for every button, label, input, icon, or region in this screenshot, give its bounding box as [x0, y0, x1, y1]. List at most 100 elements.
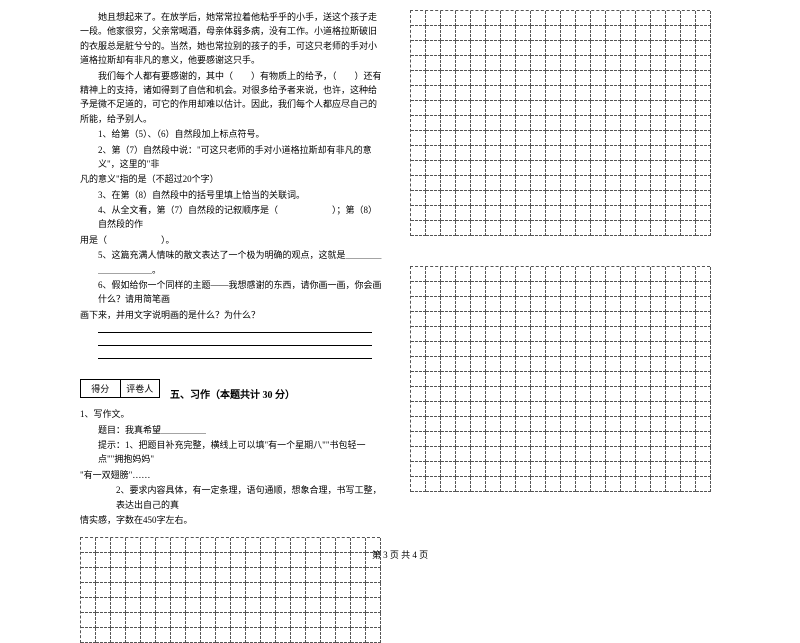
- grid-cell: [411, 447, 426, 462]
- grid-cell: [486, 267, 501, 282]
- grid-cell: [531, 146, 546, 161]
- grid-cell: [471, 146, 486, 161]
- grid-cell: [606, 477, 621, 492]
- grid-cell: [426, 342, 441, 357]
- grid-cell: [546, 86, 561, 101]
- grid-cell: [531, 191, 546, 206]
- grid-cell: [141, 613, 156, 628]
- grid-cell: [486, 206, 501, 221]
- grid-cell: [546, 41, 561, 56]
- grid-cell: [441, 146, 456, 161]
- grid-cell: [606, 312, 621, 327]
- grid-cell: [336, 628, 351, 643]
- grid-cell: [561, 146, 576, 161]
- grid-cell: [501, 432, 516, 447]
- grid-cell: [621, 267, 636, 282]
- grid-cell: [471, 372, 486, 387]
- grid-cell: [411, 86, 426, 101]
- grid-cell: [696, 11, 711, 26]
- grid-cell: [561, 417, 576, 432]
- grid-cell: [531, 221, 546, 236]
- grid-cell: [651, 372, 666, 387]
- grid-cell: [576, 206, 591, 221]
- grid-cell: [501, 387, 516, 402]
- grid-cell: [561, 387, 576, 402]
- grid-cell: [636, 267, 651, 282]
- grid-cell: [636, 86, 651, 101]
- grid-cell: [471, 221, 486, 236]
- grid-cell: [576, 131, 591, 146]
- grid-cell: [681, 56, 696, 71]
- grid-cell: [651, 146, 666, 161]
- grid-cell: [561, 282, 576, 297]
- grid-cell: [426, 327, 441, 342]
- grid-cell: [531, 161, 546, 176]
- grid-cell: [156, 568, 171, 583]
- grid-cell: [441, 357, 456, 372]
- grid-cell: [696, 387, 711, 402]
- grid-cell: [171, 613, 186, 628]
- grid-cell: [441, 342, 456, 357]
- grid-cell: [111, 598, 126, 613]
- grid-cell: [441, 327, 456, 342]
- grid-cell: [456, 357, 471, 372]
- question-6b: 画下来，并用文字说明画的是什么？为什么？: [80, 308, 382, 322]
- grid-cell: [591, 462, 606, 477]
- grid-cell: [426, 86, 441, 101]
- grid-cell: [501, 176, 516, 191]
- grid-cell: [576, 447, 591, 462]
- grid-cell: [141, 568, 156, 583]
- grid-cell: [696, 402, 711, 417]
- writing-item1: 1、写作文。: [80, 407, 382, 421]
- grid-cell: [426, 101, 441, 116]
- grid-cell: [546, 417, 561, 432]
- grid-cell: [696, 282, 711, 297]
- grid-cell: [636, 477, 651, 492]
- grid-cell: [516, 86, 531, 101]
- grid-cell: [456, 387, 471, 402]
- grid-cell: [621, 432, 636, 447]
- grid-cell: [186, 598, 201, 613]
- grid-cell: [531, 462, 546, 477]
- passage-p2: 我们每个人都有要感谢的，其中（ ）有物质上的给予，（ ）还有精神上的支持，诸如得…: [80, 69, 382, 127]
- grid-cell: [516, 447, 531, 462]
- question-3: 3、在第（8）自然段中的括号里填上恰当的关联词。: [98, 188, 382, 202]
- grid-cell: [441, 101, 456, 116]
- grid-cell: [636, 71, 651, 86]
- grid-cell: [561, 327, 576, 342]
- grid-cell: [96, 613, 111, 628]
- score-box: 得分 评卷人: [80, 379, 160, 398]
- grid-cell: [666, 282, 681, 297]
- grid-cell: [306, 628, 321, 643]
- grid-cell: [531, 176, 546, 191]
- grid-cell: [576, 327, 591, 342]
- grid-cell: [441, 402, 456, 417]
- grid-cell: [456, 432, 471, 447]
- grid-cell: [96, 583, 111, 598]
- grid-cell: [621, 131, 636, 146]
- grid-cell: [231, 613, 246, 628]
- grid-cell: [681, 26, 696, 41]
- grid-cell: [681, 161, 696, 176]
- grid-cell: [696, 477, 711, 492]
- grid-cell: [501, 191, 516, 206]
- grid-cell: [681, 282, 696, 297]
- grid-cell: [591, 56, 606, 71]
- grid-cell: [576, 282, 591, 297]
- grid-cell: [426, 56, 441, 71]
- grid-cell: [456, 402, 471, 417]
- grid-cell: [696, 327, 711, 342]
- grid-cell: [696, 146, 711, 161]
- grid-cell: [606, 56, 621, 71]
- grid-cell: [516, 327, 531, 342]
- grid-cell: [681, 116, 696, 131]
- grid-cell: [561, 357, 576, 372]
- grid-cell: [636, 372, 651, 387]
- grid-cell: [561, 221, 576, 236]
- grid-cell: [306, 613, 321, 628]
- grid-cell: [576, 71, 591, 86]
- grid-cell: [486, 342, 501, 357]
- grid-cell: [336, 583, 351, 598]
- grid-cell: [441, 387, 456, 402]
- grid-cell: [591, 41, 606, 56]
